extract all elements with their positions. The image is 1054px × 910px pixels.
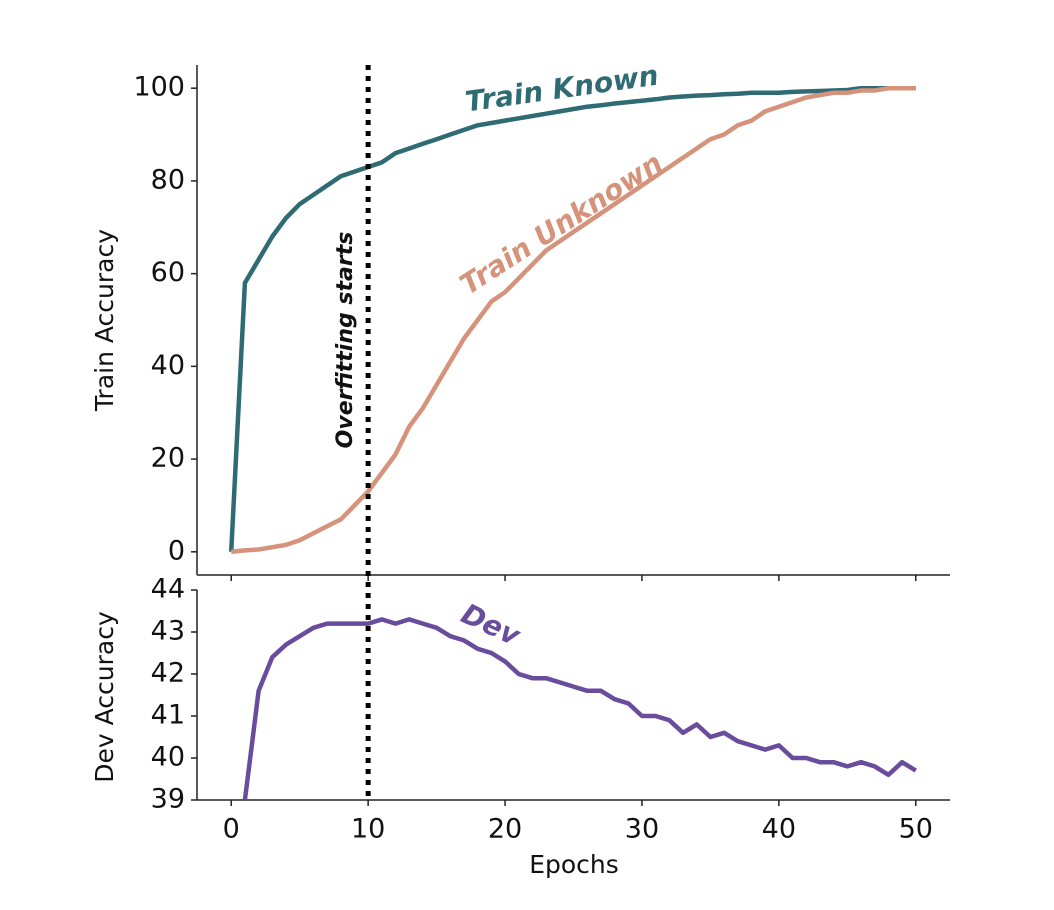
x-axis-label: Epochs bbox=[529, 850, 619, 879]
x-tick-label: 40 bbox=[762, 814, 796, 845]
x-tick-label: 10 bbox=[351, 814, 385, 845]
line-series bbox=[242, 617, 917, 801]
y-tick-label: 41 bbox=[151, 700, 185, 731]
series-label: Train Unknown bbox=[454, 146, 668, 301]
line-series bbox=[228, 85, 916, 552]
y-tick-label: 80 bbox=[151, 164, 185, 195]
y-axis-label: Dev Accuracy bbox=[90, 611, 119, 783]
y-tick-label: 42 bbox=[151, 658, 185, 689]
x-tick-label: 0 bbox=[223, 814, 240, 845]
y-tick-label: 40 bbox=[151, 350, 185, 381]
annotation: Overfitting starts bbox=[333, 232, 358, 449]
y-tick-label: 39 bbox=[151, 784, 185, 815]
y-tick-label: 43 bbox=[151, 616, 185, 647]
y-tick-label: 40 bbox=[151, 742, 185, 773]
y-tick-label: 44 bbox=[151, 574, 185, 605]
y-tick-label: 100 bbox=[133, 72, 185, 103]
y-tick-label: 20 bbox=[151, 443, 185, 474]
y-tick-label: 0 bbox=[168, 535, 185, 566]
y-tick-label: 60 bbox=[151, 257, 185, 288]
line-series bbox=[230, 85, 916, 555]
x-tick-label: 30 bbox=[625, 814, 659, 845]
x-tick-label: 50 bbox=[899, 814, 933, 845]
y-axis-label: Train Accuracy bbox=[90, 229, 119, 412]
x-tick-label: 20 bbox=[488, 814, 522, 845]
